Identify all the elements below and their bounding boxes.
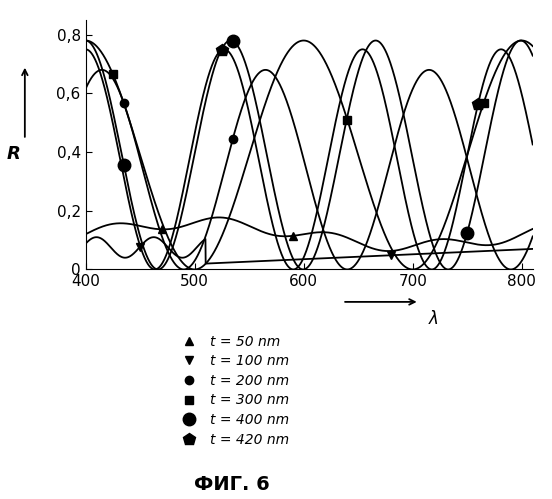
- Text: ФИГ. 6: ФИГ. 6: [194, 475, 270, 494]
- Text: R: R: [7, 145, 21, 163]
- Legend: t = 50 nm, t = 100 nm, t = 200 nm, t = 300 nm, t = 400 nm, t = 420 nm: t = 50 nm, t = 100 nm, t = 200 nm, t = 3…: [169, 329, 294, 452]
- Text: $\lambda$: $\lambda$: [428, 310, 439, 328]
